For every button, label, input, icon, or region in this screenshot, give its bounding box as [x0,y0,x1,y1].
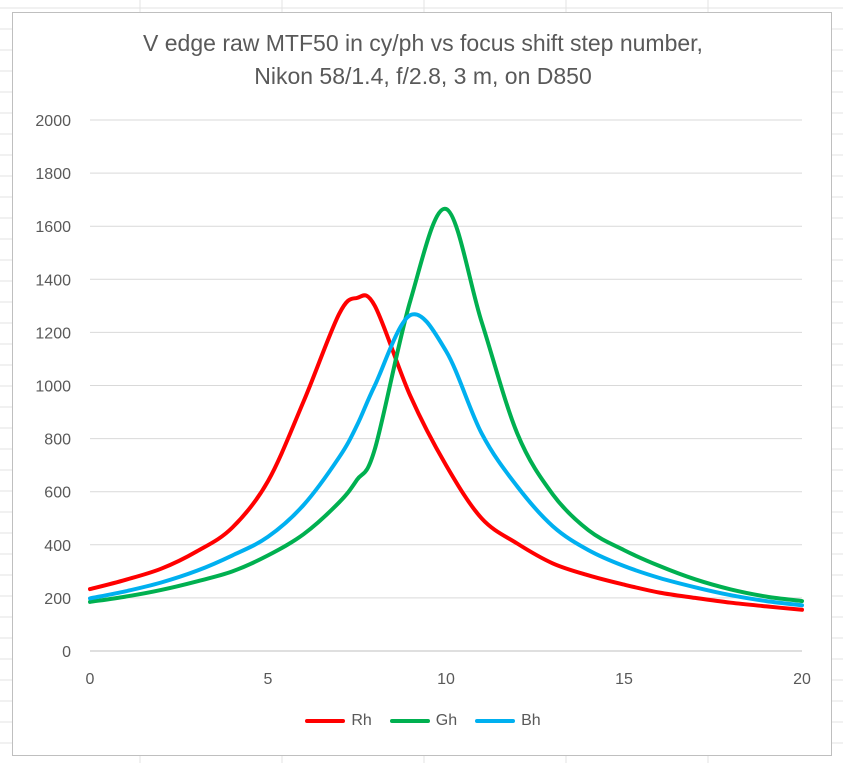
y-tick-label-1800: 1800 [35,166,71,183]
x-tick-label-0: 0 [86,671,95,688]
legend-label-bh: Bh [521,712,541,729]
legend-label-gh: Gh [435,712,458,729]
legend: Rh Gh Bh [13,712,833,730]
legend-item-gh: Gh [389,712,458,730]
legend-item-bh: Bh [475,712,541,730]
chart-area[interactable]: V edge raw MTF50 in cy/ph vs focus shift… [12,12,832,756]
legend-label-rh: Rh [351,712,372,729]
series-line-gh [88,206,804,604]
y-tick-label-400: 400 [44,538,71,555]
legend-swatch-rh [305,719,346,723]
y-tick-label-1000: 1000 [35,379,71,396]
chart-title-line-1: V edge raw MTF50 in cy/ph vs focus shift… [143,30,703,56]
y-tick-label-600: 600 [44,485,71,502]
y-tick-label-1400: 1400 [35,272,71,289]
x-tick-label-5: 5 [264,671,273,688]
legend-swatch-bh [475,719,516,723]
chart-title-line-2: Nikon 58/1.4, f/2.8, 3 m, on D850 [254,63,592,89]
x-tick-label-10: 10 [437,671,455,688]
y-tick-label-2000: 2000 [35,113,71,130]
y-tick-label-1600: 1600 [35,219,71,236]
y-tick-label-800: 800 [44,432,71,449]
series-line-bh [88,312,804,608]
y-tick-label-1200: 1200 [35,325,71,342]
series-line-rh [88,293,804,612]
y-tick-label-200: 200 [44,591,71,608]
plot-area: 0 200 400 600 800 1000 1200 1400 1600 1800 2000 0 5 1… [35,113,811,688]
x-tick-label-20: 20 [793,671,811,688]
legend-swatch-gh [389,719,430,723]
y-tick-label-0: 0 [62,644,71,661]
x-tick-label-15: 15 [615,671,633,688]
chart-title: V edge raw MTF50 in cy/ph vs focus shift… [13,27,833,93]
legend-item-rh: Rh [305,712,372,730]
